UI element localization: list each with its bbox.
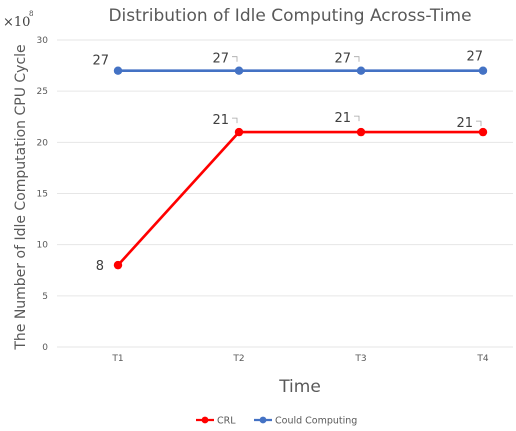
legend-label: CRL [217,416,236,427]
legend-marker [201,416,209,424]
data-point [234,127,244,137]
x-axis-ticks: T1 T2 T3 T4 [111,354,488,364]
data-point [478,66,488,75]
label-leader-line [476,120,482,127]
y-tick-label: 10 [37,241,49,251]
y-axis-title: The Number of Idle Computation CPU Cycle [13,44,29,350]
y-multiplier-exponent: 8 [29,10,33,18]
legend-marker [259,416,267,424]
y-tick-label: 15 [37,190,48,200]
data-label: 27 [212,52,229,67]
x-axis-title: Time [278,377,321,397]
y-multiplier: ×10 8 [3,10,33,30]
y-tick-label: 20 [37,138,49,148]
gridlines [57,39,513,348]
legend-item-crl: CRL [196,416,236,427]
data-label: 8 [96,259,104,274]
label-leader-line [232,56,238,62]
y-tick-label: 25 [37,87,48,97]
data-point [234,66,244,75]
y-tick-label: 0 [42,343,48,353]
label-leader-line [354,115,360,122]
series-could-computing [113,66,488,75]
y-tick-label: 30 [37,36,49,46]
label-leader-line [232,117,238,124]
label-leader-line [354,56,360,62]
legend: CRL Could Computing [196,416,357,427]
chart-title: Distribution of Idle Computing Across-Ti… [108,6,471,26]
data-label: 21 [212,113,229,128]
data-point [356,127,366,137]
data-label: 27 [334,52,351,67]
y-axis-ticks: 0 5 10 15 20 25 30 [37,36,49,353]
x-tick-label: T3 [354,354,366,364]
data-point [478,127,488,137]
series-layer: 27 27 27 27 8 21 21 21 [92,50,488,274]
data-label: 27 [92,54,109,69]
data-label: 21 [456,116,473,131]
y-multiplier-base: ×10 [3,15,30,30]
data-label: 21 [334,111,351,126]
series-crl [113,127,488,270]
data-labels: 27 27 27 27 8 21 21 21 [92,50,483,274]
x-tick-label: T4 [476,354,488,364]
y-tick-label: 5 [42,292,48,302]
x-tick-label: T1 [111,354,123,364]
data-point [113,260,123,270]
data-label: 27 [466,50,483,65]
legend-item-could-computing: Could Computing [254,416,357,427]
x-tick-label: T2 [232,354,244,364]
series-line [117,130,483,267]
legend-label: Could Computing [275,416,357,427]
data-point [356,66,366,75]
data-point [113,66,123,75]
